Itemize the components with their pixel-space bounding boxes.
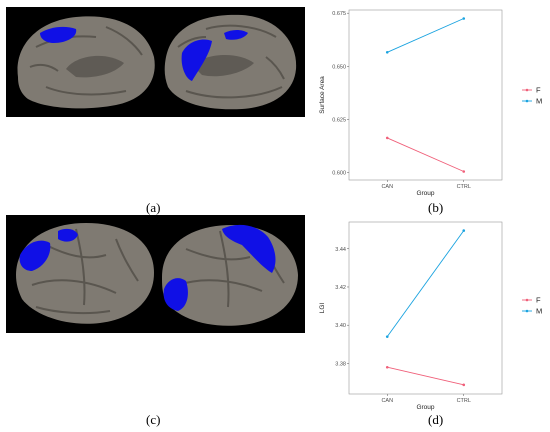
legend-label-F: F bbox=[536, 296, 541, 305]
series-line-F bbox=[387, 366, 464, 386]
x-tick-label: CTRL bbox=[457, 184, 471, 190]
plot-frame bbox=[348, 9, 503, 181]
right-hemisphere-lateral bbox=[162, 224, 298, 326]
legend-marker-F bbox=[525, 298, 529, 302]
highlight-region bbox=[58, 228, 78, 242]
x-axis-title: Group bbox=[416, 190, 434, 197]
y-tick-label: 0.625 bbox=[332, 117, 346, 123]
plot-frame bbox=[348, 221, 503, 395]
panel-label-b: (b) bbox=[428, 200, 444, 215]
x-tick-label: CAN bbox=[381, 184, 393, 190]
y-tick-label: 0.675 bbox=[332, 11, 346, 17]
y-axis-title: Surface Area bbox=[319, 76, 326, 114]
y-tick-label: 3.40 bbox=[335, 323, 346, 329]
highlight-region bbox=[19, 240, 51, 271]
brain-image-medial bbox=[6, 7, 305, 117]
legend-label-M: M bbox=[536, 307, 542, 316]
left-hemisphere-medial bbox=[17, 16, 155, 109]
data-point-M bbox=[385, 50, 389, 54]
chart-surface-area: 0.600 0.625 0.650 0.675 CAN CTRL Group Surface … bbox=[319, 9, 542, 197]
x-tick-label: CAN bbox=[381, 398, 393, 404]
y-tick-label: 3.42 bbox=[335, 285, 346, 291]
y-tick-label: 3.38 bbox=[335, 361, 346, 367]
y-tick-label: 0.600 bbox=[332, 171, 346, 177]
legend-label-F: F bbox=[536, 86, 541, 95]
highlight-region bbox=[224, 30, 248, 40]
panel-label-d: (d) bbox=[428, 412, 444, 427]
y-tick-label: 0.650 bbox=[332, 64, 346, 70]
legend-marker-F bbox=[525, 88, 529, 92]
data-point-F bbox=[385, 136, 389, 140]
highlight-region bbox=[40, 26, 77, 43]
brain-medial-svg bbox=[17, 14, 297, 110]
cortex-surface bbox=[162, 225, 298, 326]
highlight-region bbox=[163, 278, 188, 311]
panel-label-a: (a) bbox=[146, 200, 161, 215]
data-point-M bbox=[385, 335, 389, 338]
y-tick-label: 3.44 bbox=[335, 247, 346, 253]
x-tick-label: CTRL bbox=[457, 398, 471, 404]
sulci bbox=[177, 230, 285, 308]
highlight-region bbox=[222, 224, 276, 273]
legend-marker-M bbox=[525, 99, 529, 103]
brain-lateral-svg bbox=[16, 223, 298, 326]
corpus-callosum bbox=[66, 55, 124, 78]
series-line-M bbox=[386, 230, 465, 337]
series-line-F bbox=[387, 137, 464, 172]
data-point-M bbox=[462, 229, 466, 232]
highlight-region bbox=[181, 39, 212, 81]
data-point-F bbox=[462, 383, 466, 387]
x-axis-title: Group bbox=[416, 404, 434, 411]
sulci bbox=[177, 24, 285, 99]
sulci bbox=[31, 228, 139, 315]
series-line-M bbox=[387, 18, 464, 53]
brain-image-lateral bbox=[6, 215, 305, 333]
corpus-callosum bbox=[192, 54, 254, 77]
legend-label-M: M bbox=[536, 97, 542, 106]
right-hemisphere-medial bbox=[164, 14, 297, 110]
panel-label-c: (c) bbox=[146, 412, 161, 427]
data-point-F bbox=[462, 170, 466, 173]
legend-marker-M bbox=[525, 309, 529, 313]
chart-lgi: 3.38 3.40 3.42 3.44 CAN CTRL Group LGI FM bbox=[319, 221, 542, 411]
data-point-M bbox=[462, 17, 466, 20]
y-axis-title: LGI bbox=[319, 303, 326, 314]
left-hemisphere-lateral bbox=[16, 223, 154, 324]
data-point-F bbox=[385, 365, 389, 369]
